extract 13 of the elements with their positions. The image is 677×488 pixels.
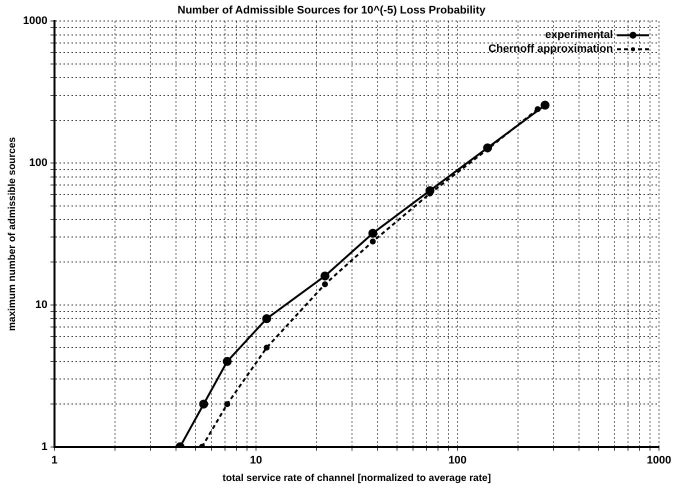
y-tick-label: 1 <box>41 440 48 453</box>
chart-title: Number of Admissible Sources for 10^(-5) Loss Probability <box>178 4 486 17</box>
x-tick-label: 1 <box>51 454 58 466</box>
x-tick-label: 1000 <box>646 454 672 466</box>
y-tick-label: 1000 <box>22 15 48 28</box>
legend-label: experimental <box>545 29 613 42</box>
x-tick-label: 100 <box>448 454 467 466</box>
y-axis-title: maximum number of admissible sources <box>6 136 18 331</box>
y-tick-label: 10 <box>35 298 48 311</box>
x-axis-title: total service rate of channel [normalized to average rate] <box>222 472 491 484</box>
legend-label: Chernoff approximation <box>488 43 614 56</box>
x-tick-label: 10 <box>250 454 262 466</box>
y-tick-label: 100 <box>29 157 48 170</box>
